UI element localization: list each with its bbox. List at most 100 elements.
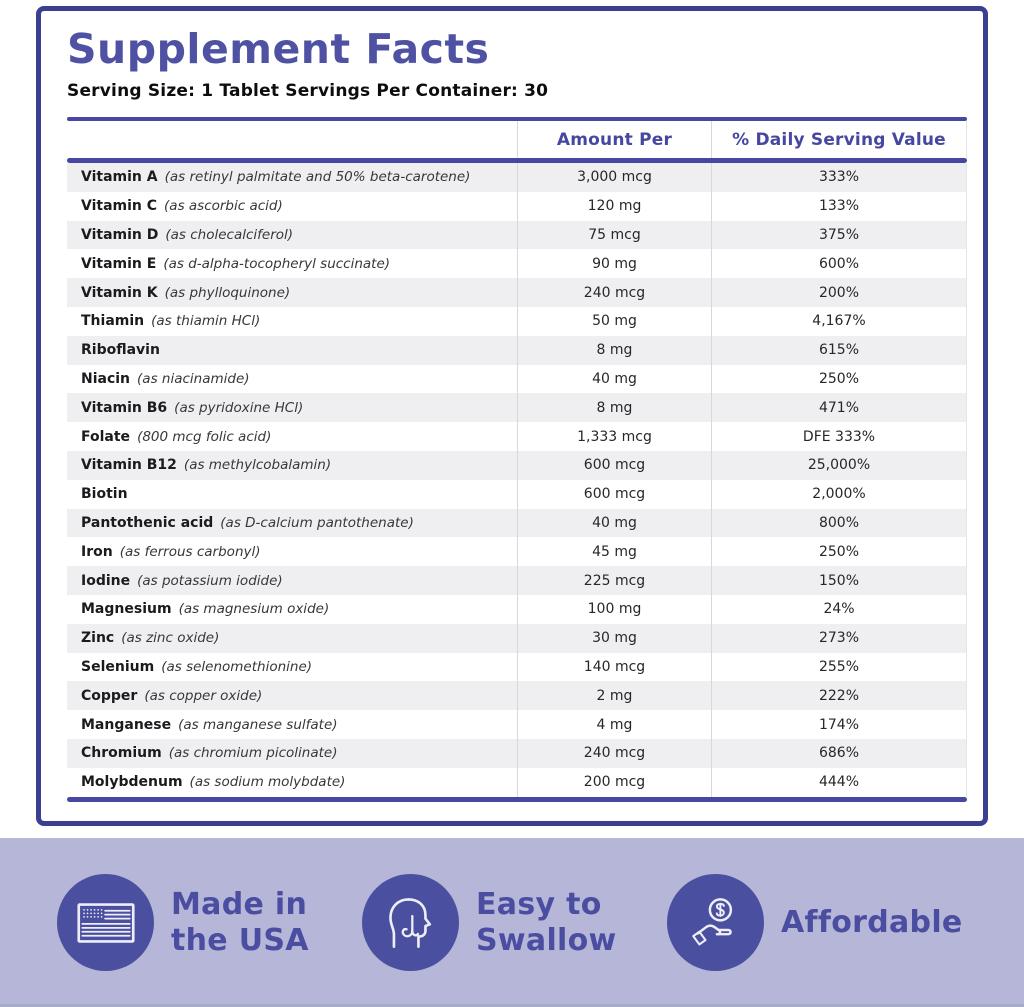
table-row: Vitamin K (as phylloquinone) 240 mcg 200% — [67, 278, 967, 308]
daily-value-cell: 4,167% — [712, 307, 967, 336]
nutrient-name: Vitamin B6 — [81, 399, 168, 416]
daily-value-cell: 600% — [712, 249, 967, 279]
table-row: Vitamin D (as cholecalciferol) 75 mcg 375% — [67, 220, 967, 250]
facts-table: Amount Per % Daily Serving Value Vitamin… — [67, 117, 967, 802]
badge-label-line: Made in — [171, 887, 308, 923]
daily-value-cell: 471% — [712, 393, 967, 423]
amount-cell: 225 mcg — [517, 566, 712, 596]
nutrient-detail: (as cholecalciferol) — [165, 227, 294, 244]
nutrient-name: Pantothenic acid — [81, 515, 214, 532]
bottom-edge-strip — [0, 1004, 1024, 1007]
table-row: Biotin 600 mcg 2,000% — [67, 479, 967, 509]
nutrient-name: Vitamin D — [81, 227, 159, 244]
amount-cell: 1,333 mcg — [517, 422, 712, 452]
usa-flag-icon — [57, 874, 154, 971]
table-row: Vitamin B12 (as methylcobalamin) 600 mcg 25… — [67, 451, 967, 480]
table-row: Riboflavin 8 mg 615% — [67, 335, 967, 365]
daily-value-cell: 25,000% — [712, 451, 967, 480]
table-row: Vitamin C (as ascorbic acid) 120 mg 133% — [67, 191, 967, 221]
daily-value-cell: 150% — [712, 566, 967, 596]
badge-affordable: Affordable — [667, 838, 963, 1007]
table-row: Pantothenic acid (as D-calcium pantothena… — [67, 508, 967, 538]
nutrient-cell: Folate (800 mcg folic acid) — [67, 422, 517, 451]
page-title: Supplement Facts — [67, 25, 490, 73]
affordable-icon — [667, 874, 764, 971]
nutrient-name: Niacin — [81, 371, 131, 388]
daily-value-cell: 24% — [712, 595, 967, 624]
nutrient-cell: Copper (as copper oxide) — [67, 681, 517, 710]
amount-cell: 75 mcg — [517, 220, 712, 250]
nutrient-cell: Zinc (as zinc oxide) — [67, 624, 517, 653]
nutrient-name: Selenium — [81, 659, 155, 676]
nutrient-detail: (as pyridoxine HCl) — [174, 399, 304, 416]
badge-label-easy-to-swallow: Easy to Swallow — [476, 887, 617, 958]
table-row: Selenium (as selenomethionine) 140 mcg 255% — [67, 652, 967, 682]
nutrient-detail: (as D-calcium pantothenate) — [220, 515, 414, 532]
daily-value-cell: 174% — [712, 710, 967, 740]
nutrient-detail: (as zinc oxide) — [121, 630, 220, 647]
badges-section: Made in the USA Easy to Swallow — [0, 838, 1024, 1007]
nutrient-name: Folate — [81, 428, 131, 445]
amount-cell: 3,000 mcg — [517, 163, 712, 192]
nutrient-name: Vitamin K — [81, 284, 158, 301]
amount-cell: 4 mg — [517, 710, 712, 740]
nutrient-detail: (as d-alpha-tocopheryl succinate) — [163, 255, 391, 272]
daily-value-cell: 2,000% — [712, 479, 967, 509]
amount-cell: 40 mg — [517, 364, 712, 394]
daily-value-cell: 133% — [712, 191, 967, 221]
amount-cell: 600 mcg — [517, 479, 712, 509]
nutrient-cell: Magnesium (as magnesium oxide) — [67, 595, 517, 624]
table-row: Chromium (as chromium picolinate) 240 mcg 6… — [67, 739, 967, 768]
nutrient-name: Chromium — [81, 745, 162, 762]
amount-cell: 120 mg — [517, 191, 712, 221]
nutrient-cell: Pantothenic acid (as D-calcium pantothena… — [67, 509, 517, 538]
nutrient-cell: Vitamin A (as retinyl palmitate and 50% b… — [67, 163, 517, 192]
header-amount-per: Amount Per — [517, 121, 712, 159]
amount-cell: 200 mcg — [517, 767, 712, 797]
nutrient-detail: (as chromium picolinate) — [168, 745, 338, 762]
nutrient-cell: Molybdenum (as sodium molybdate) — [67, 768, 517, 797]
daily-value-cell: 273% — [712, 623, 967, 653]
badge-easy-to-swallow: Easy to Swallow — [362, 838, 617, 1007]
nutrient-name: Thiamin — [81, 313, 145, 330]
table-row: Vitamin B6 (as pyridoxine HCl) 8 mg 471% — [67, 393, 967, 423]
nutrient-detail: (as niacinamide) — [137, 371, 250, 388]
badge-label-line: Affordable — [781, 904, 963, 940]
nutrient-cell: Vitamin D (as cholecalciferol) — [67, 221, 517, 250]
nutrient-cell: Vitamin B12 (as methylcobalamin) — [67, 451, 517, 480]
nutrient-name: Biotin — [81, 486, 128, 503]
supplement-facts-panel: Supplement Facts Serving Size: 1 Tablet … — [36, 6, 988, 826]
amount-cell: 8 mg — [517, 335, 712, 365]
table-row: Vitamin A (as retinyl palmitate and 50% b… — [67, 163, 967, 192]
daily-value-cell: 444% — [712, 767, 967, 797]
nutrient-detail: (as copper oxide) — [144, 687, 263, 704]
daily-value-cell: 255% — [712, 652, 967, 682]
table-row: Iron (as ferrous carbonyl) 45 mg 250% — [67, 537, 967, 567]
amount-cell: 8 mg — [517, 393, 712, 423]
daily-value-cell: 686% — [712, 739, 967, 768]
nutrient-detail: (as magnesium oxide) — [178, 601, 330, 618]
table-body: Vitamin A (as retinyl palmitate and 50% b… — [67, 163, 967, 797]
nutrient-name: Copper — [81, 687, 138, 704]
table-header-rule — [67, 158, 967, 164]
nutrient-cell: Selenium (as selenomethionine) — [67, 653, 517, 682]
nutrient-cell: Thiamin (as thiamin HCl) — [67, 307, 517, 336]
nutrient-cell: Riboflavin — [67, 336, 517, 365]
amount-cell: 600 mcg — [517, 451, 712, 480]
nutrient-detail: (800 mcg folic acid) — [137, 428, 272, 445]
amount-cell: 100 mg — [517, 595, 712, 624]
daily-value-cell: 615% — [712, 335, 967, 365]
nutrient-cell: Iron (as ferrous carbonyl) — [67, 537, 517, 566]
nutrient-name: Molybdenum — [81, 774, 183, 791]
table-row: Copper (as copper oxide) 2 mg 222% — [67, 681, 967, 711]
badge-label-affordable: Affordable — [781, 905, 963, 940]
amount-cell: 2 mg — [517, 681, 712, 711]
serving-info: Serving Size: 1 Tablet Servings Per Cont… — [67, 81, 549, 102]
nutrient-name: Vitamin B12 — [81, 457, 177, 474]
nutrient-name: Zinc — [81, 630, 115, 647]
nutrient-cell: Iodine (as potassium iodide) — [67, 566, 517, 595]
nutrient-cell: Vitamin K (as phylloquinone) — [67, 278, 517, 307]
nutrient-name: Magnesium — [81, 601, 172, 618]
table-row: Magnesium (as magnesium oxide) 100 mg 24% — [67, 595, 967, 624]
